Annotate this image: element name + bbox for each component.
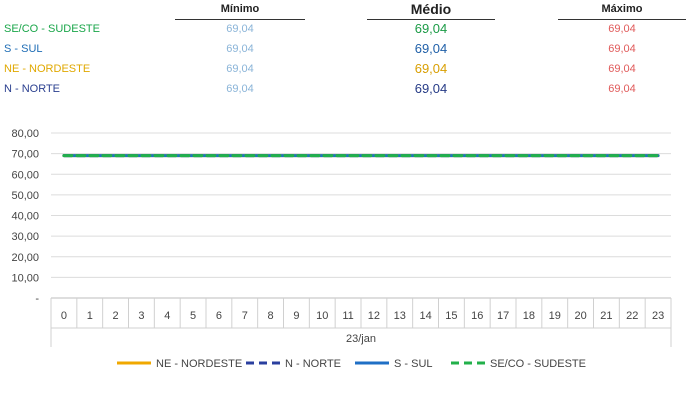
y-tick-label: 40,00 bbox=[11, 211, 39, 223]
summary-table: Mínimo Médio Máximo SE/CO - SUDESTE 69,04… bbox=[0, 0, 688, 110]
x-axis-label: 23/jan bbox=[346, 333, 376, 345]
avg-value: 69,04 bbox=[414, 21, 448, 36]
header-max: Máximo bbox=[601, 3, 643, 15]
region-label: S - SUL bbox=[4, 43, 43, 55]
header-max-underline bbox=[558, 19, 686, 20]
min-value: 69,04 bbox=[226, 63, 254, 75]
header-avg-underline bbox=[367, 19, 495, 20]
x-tick-label: 2 bbox=[113, 310, 119, 322]
max-value: 69,04 bbox=[608, 23, 636, 35]
x-tick-label: 17 bbox=[497, 310, 509, 322]
min-value: 69,04 bbox=[226, 43, 254, 55]
y-tick-label: 80,00 bbox=[11, 128, 39, 140]
header-min-underline bbox=[175, 19, 305, 20]
x-tick-label: 12 bbox=[368, 310, 380, 322]
x-tick-label: 10 bbox=[316, 310, 328, 322]
header-min: Mínimo bbox=[220, 3, 260, 15]
region-label: SE/CO - SUDESTE bbox=[4, 23, 100, 35]
x-tick-label: 3 bbox=[138, 310, 144, 322]
x-tick-label: 20 bbox=[574, 310, 586, 322]
x-tick-label: 22 bbox=[626, 310, 638, 322]
x-tick-label: 21 bbox=[600, 310, 612, 322]
max-value: 69,04 bbox=[608, 83, 636, 95]
y-tick-label: 30,00 bbox=[11, 231, 39, 243]
y-tick-label: 60,00 bbox=[11, 169, 39, 181]
x-tick-label: 18 bbox=[523, 310, 535, 322]
x-tick-label: 1 bbox=[87, 310, 93, 322]
x-tick-label: 6 bbox=[216, 310, 222, 322]
legend-label: NE - NORDESTE bbox=[156, 358, 242, 370]
y-tick-label: - bbox=[35, 293, 39, 305]
x-tick-label: 7 bbox=[242, 310, 248, 322]
x-tick-label: 16 bbox=[471, 310, 483, 322]
x-tick-label: 13 bbox=[394, 310, 406, 322]
max-value: 69,04 bbox=[608, 63, 636, 75]
avg-value: 69,04 bbox=[414, 61, 448, 76]
y-tick-label: 50,00 bbox=[11, 190, 39, 202]
x-tick-label: 19 bbox=[549, 310, 561, 322]
legend-label: N - NORTE bbox=[285, 358, 341, 370]
y-tick-label: 70,00 bbox=[11, 149, 39, 161]
x-tick-label: 9 bbox=[293, 310, 299, 322]
y-tick-label: 10,00 bbox=[11, 272, 39, 284]
region-label: NE - NORDESTE bbox=[4, 63, 91, 75]
legend-label: S - SUL bbox=[394, 358, 433, 370]
x-tick-label: 0 bbox=[61, 310, 67, 322]
min-value: 69,04 bbox=[226, 23, 254, 35]
legend-label: SE/CO - SUDESTE bbox=[490, 358, 586, 370]
min-value: 69,04 bbox=[226, 83, 254, 95]
avg-value: 69,04 bbox=[414, 81, 448, 96]
x-tick-label: 15 bbox=[445, 310, 457, 322]
x-tick-label: 8 bbox=[268, 310, 274, 322]
x-tick-label: 11 bbox=[342, 310, 353, 322]
x-tick-label: 4 bbox=[164, 310, 170, 322]
x-tick-label: 5 bbox=[190, 310, 196, 322]
x-tick-label: 23 bbox=[652, 310, 664, 322]
avg-value: 69,04 bbox=[414, 41, 448, 56]
y-tick-label: 20,00 bbox=[11, 252, 39, 264]
max-value: 69,04 bbox=[608, 43, 636, 55]
region-label: N - NORTE bbox=[4, 83, 61, 95]
header-avg: Médio bbox=[410, 1, 452, 17]
x-tick-label: 14 bbox=[419, 310, 431, 322]
